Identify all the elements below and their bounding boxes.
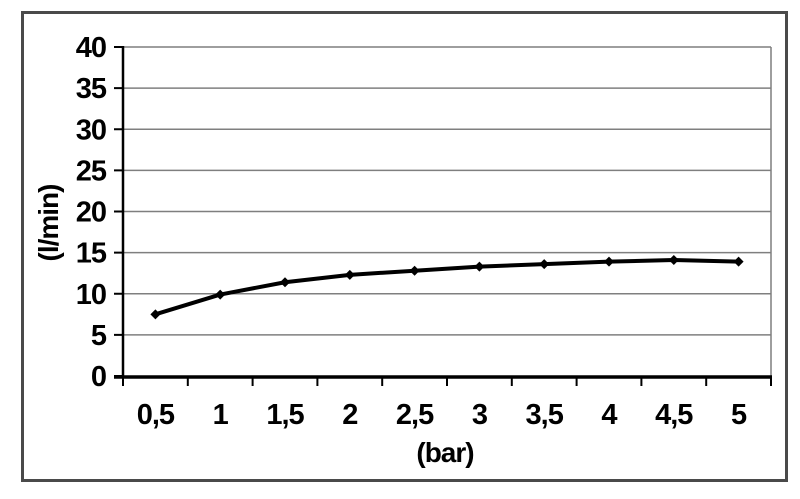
x-tick-label: 2,5 <box>396 399 434 431</box>
y-tick-label: 35 <box>76 73 107 105</box>
chart-outer-frame <box>21 11 788 482</box>
data-point-marker <box>150 309 161 320</box>
data-point-marker <box>733 256 744 267</box>
x-tick-label: 1 <box>213 399 229 431</box>
y-tick-label: 0 <box>91 361 106 393</box>
x-tick-label: 4 <box>601 399 617 431</box>
y-tick-label: 25 <box>76 155 107 187</box>
y-tick-label: 40 <box>76 32 106 64</box>
data-point-marker <box>409 265 420 276</box>
y-tick-label: 30 <box>76 114 106 146</box>
y-tick-labels: 0 5 10 15 20 25 30 35 40 <box>76 32 108 393</box>
x-tick-label: 3 <box>472 399 488 431</box>
y-tick-label: 10 <box>76 279 106 311</box>
y-tick-label: 20 <box>76 197 106 229</box>
data-point-marker <box>539 259 550 270</box>
x-tick-label: 5 <box>731 399 747 431</box>
y-axis <box>114 46 125 378</box>
series-line <box>154 258 739 317</box>
y-axis-title: (l/min) <box>33 184 64 262</box>
data-point-marker <box>344 269 355 280</box>
x-tick-label: 4,5 <box>655 399 693 431</box>
x-tick-labels: 0,5 1 1,5 2 2,5 3 3,5 4 4,5 5 <box>137 399 748 431</box>
x-tick-label: 2 <box>342 399 357 431</box>
data-point-marker <box>215 289 226 300</box>
x-tick-label: 1,5 <box>266 399 304 431</box>
data-point-marker <box>668 255 679 266</box>
y-tick-label: 15 <box>76 238 107 270</box>
x-tick-label: 0,5 <box>137 399 175 431</box>
data-point-marker <box>280 277 290 288</box>
data-point-marker <box>474 261 485 272</box>
data-point-marker <box>604 256 614 267</box>
y-tick-label: 5 <box>91 320 107 352</box>
x-axis <box>114 375 772 386</box>
x-tick-label: 3,5 <box>526 399 564 431</box>
data-series <box>150 255 744 320</box>
x-axis-title: (bar) <box>416 437 474 468</box>
